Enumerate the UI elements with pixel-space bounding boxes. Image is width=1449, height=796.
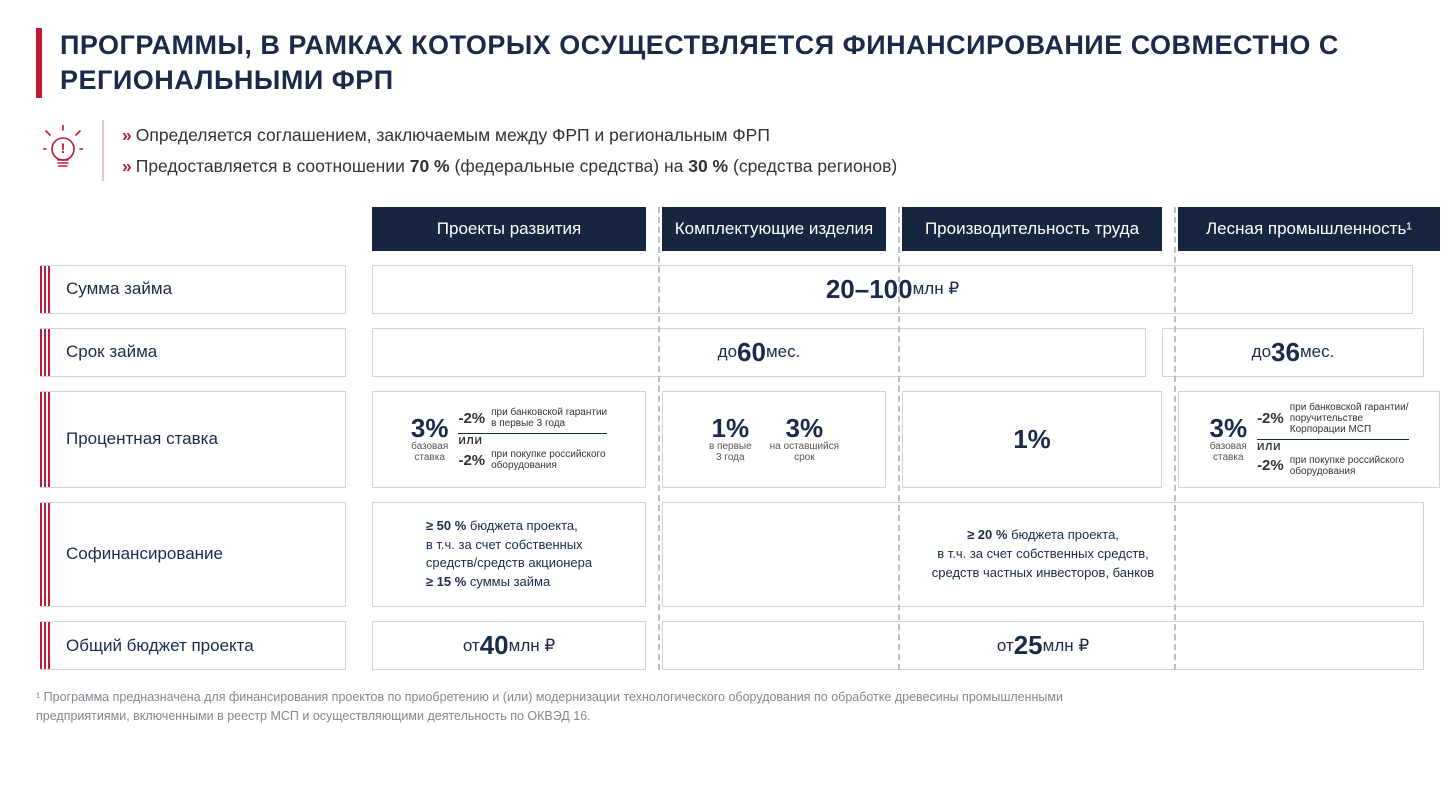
row-budget: Общий бюджет проекта от 40 млн ₽ от 25 м… [40,621,1413,670]
column-divider [658,207,660,670]
program-header-1: Проекты развития [372,207,646,250]
rate-cell-4: 3% базоваяставка -2%при банковской гаран… [1178,391,1440,488]
cofin-cell-1: ≥ 50 % бюджета проекта, в т.ч. за счет с… [372,502,646,607]
rate-cell-3: 1% [902,391,1162,488]
row-sum: Сумма займа 20–100 млн ₽ [40,265,1413,314]
row-label-term: Срок займа [52,328,346,377]
rate-cell-1: 3% базоваяставка -2%при банковской гаран… [372,391,646,488]
row-rate: Процентная ставка 3% базоваяставка -2%пр… [40,391,1413,488]
footnote: ¹ Программа предназначена для финансиров… [36,688,1156,726]
programs-grid: Проекты развития Комплектующие изделия П… [40,207,1413,670]
intro-block: ! »Определяется соглашением, заключаемым… [42,120,1413,181]
column-divider [1174,207,1176,670]
intro-line-1: Определяется соглашением, заключаемым ме… [136,125,770,145]
row-accent [40,621,52,670]
column-divider [898,207,900,670]
intro-text: »Определяется соглашением, заключаемым м… [122,120,897,181]
svg-text:!: ! [61,140,66,156]
lightbulb-icon: ! [42,125,84,177]
program-header-3: Производительность труда [902,207,1162,250]
row-accent [40,265,52,314]
row-label-rate: Процентная ставка [52,391,346,488]
budget-cell-1: от 40 млн ₽ [372,621,646,670]
row-label-budget: Общий бюджет проекта [52,621,346,670]
cofin-cell-2-4: ≥ 20 % бюджета проекта, в т.ч. за счет с… [662,502,1424,607]
rate-cell-2: 1%в первые3 года 3%на оставшийсясрок [662,391,886,488]
header-row: Проекты развития Комплектующие изделия П… [40,207,1413,250]
row-label-cofin: Софинансирование [52,502,346,607]
row-label-sum: Сумма займа [52,265,346,314]
row-accent [40,391,52,488]
intro-divider [102,120,104,181]
term-cell-1-3: до 60 мес. [372,328,1146,377]
program-header-4: Лесная промышленность¹ [1178,207,1440,250]
row-term: Срок займа до 60 мес. до 36 мес. [40,328,1413,377]
title-accent-bar [36,28,42,98]
budget-cell-2-4: от 25 млн ₽ [662,621,1424,670]
term-cell-4: до 36 мес. [1162,328,1424,377]
page-title: ПРОГРАММЫ, В РАМКАХ КОТОРЫХ ОСУЩЕСТВЛЯЕТ… [60,28,1413,98]
sum-value-cell: 20–100 млн ₽ [372,265,1413,314]
program-header-2: Комплектующие изделия [662,207,886,250]
row-cofin: Софинансирование ≥ 50 % бюджета проекта,… [40,502,1413,607]
page-title-block: ПРОГРАММЫ, В РАМКАХ КОТОРЫХ ОСУЩЕСТВЛЯЕТ… [36,28,1413,98]
row-accent [40,328,52,377]
row-accent [40,502,52,607]
